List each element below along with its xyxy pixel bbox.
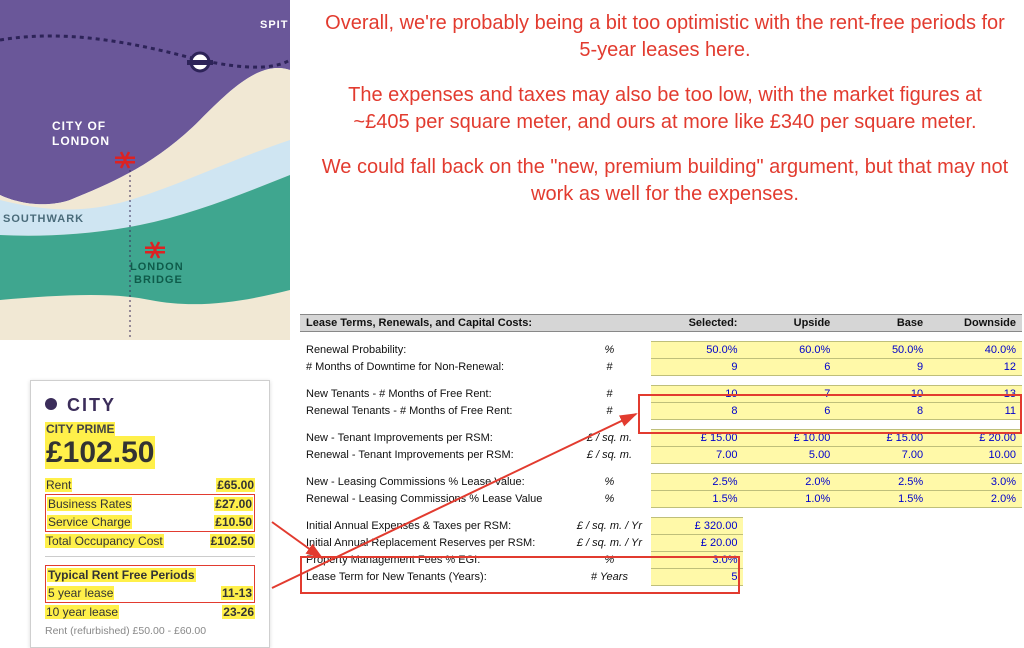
lease-terms-table: Lease Terms, Renewals, and Capital Costs…	[300, 314, 1022, 586]
city-card-sub: CITY PRIME	[45, 422, 115, 436]
table-row: Renewal Tenants - # Months of Free Rent:…	[300, 403, 1022, 420]
table-row: New - Leasing Commissions % Lease Value:…	[300, 474, 1022, 491]
business-rates-row: Business Rates £27.00	[47, 495, 253, 513]
header-downside: Downside	[929, 315, 1022, 332]
table-row: Initial Annual Expenses & Taxes per RSM:…	[300, 518, 1022, 535]
table-row: Renewal - Leasing Commissions % Lease Va…	[300, 491, 1022, 508]
header-selected: Selected:	[651, 315, 744, 332]
svg-text:BRIDGE: BRIDGE	[134, 274, 183, 286]
rent-refurbished-footer: Rent (refurbished) £50.00 - £60.00	[45, 625, 255, 637]
header-upside: Upside	[743, 315, 836, 332]
commentary-p1: Overall, we're probably being a bit too …	[320, 10, 1010, 64]
map-label-spit: SPIT	[260, 19, 288, 31]
service-charge-row: Service Charge £10.50	[47, 513, 253, 531]
table-row: Renewal - Tenant Improvements per RSM:£ …	[300, 447, 1022, 464]
city-card-heading: CITY	[45, 395, 255, 416]
map-panel: CITY OF LONDON SOUTHWARK LONDON BRIDGE S…	[0, 0, 290, 638]
table-row: Renewal Probability:%50.0%60.0%50.0%40.0…	[300, 342, 1022, 359]
rent-free-5yr: 5 year lease 11-13	[47, 584, 253, 602]
commentary-p2: The expenses and taxes may also be too l…	[320, 82, 1010, 136]
table-row: Property Management Fees % EGI:%3.0%	[300, 552, 1022, 569]
svg-text:LONDON: LONDON	[52, 134, 110, 148]
total-occupancy-row: Total Occupancy Cost £102.50	[45, 532, 255, 550]
table-header-row: Lease Terms, Renewals, and Capital Costs…	[300, 315, 1022, 332]
header-base: Base	[836, 315, 929, 332]
city-card-price: £102.50	[45, 436, 155, 469]
rates-service-red-box: Business Rates £27.00 Service Charge £10…	[45, 494, 255, 532]
table-row: Initial Annual Replacement Reserves per …	[300, 535, 1022, 552]
map-label-city: CITY OF	[52, 119, 106, 133]
rent-free-10yr: 10 year lease 23-26	[45, 603, 255, 621]
map-label-london-bridge: LONDON	[130, 261, 184, 273]
rent-row: Rent £65.00	[45, 476, 255, 494]
city-prime-card: CITY CITY PRIME £102.50 Rent £65.00 Busi…	[30, 380, 270, 648]
table-row: # Months of Downtime for Non-Renewal:#96…	[300, 359, 1022, 376]
table-row: New Tenants - # Months of Free Rent:#107…	[300, 386, 1022, 403]
commentary-block: Overall, we're probably being a bit too …	[320, 10, 1010, 226]
rent-free-title: Typical Rent Free Periods	[47, 566, 253, 584]
commentary-p3: We could fall back on the "new, premium …	[320, 154, 1010, 208]
table-row: New - Tenant Improvements per RSM:£ / sq…	[300, 430, 1022, 447]
map-label-southwark: SOUTHWARK	[3, 213, 84, 225]
rent-free-red-box: Typical Rent Free Periods 5 year lease 1…	[45, 565, 255, 603]
table-row: Lease Term for New Tenants (Years):# Yea…	[300, 569, 1022, 586]
map-illustration: CITY OF LONDON SOUTHWARK LONDON BRIDGE S…	[0, 0, 290, 340]
header-title: Lease Terms, Renewals, and Capital Costs…	[300, 315, 568, 332]
